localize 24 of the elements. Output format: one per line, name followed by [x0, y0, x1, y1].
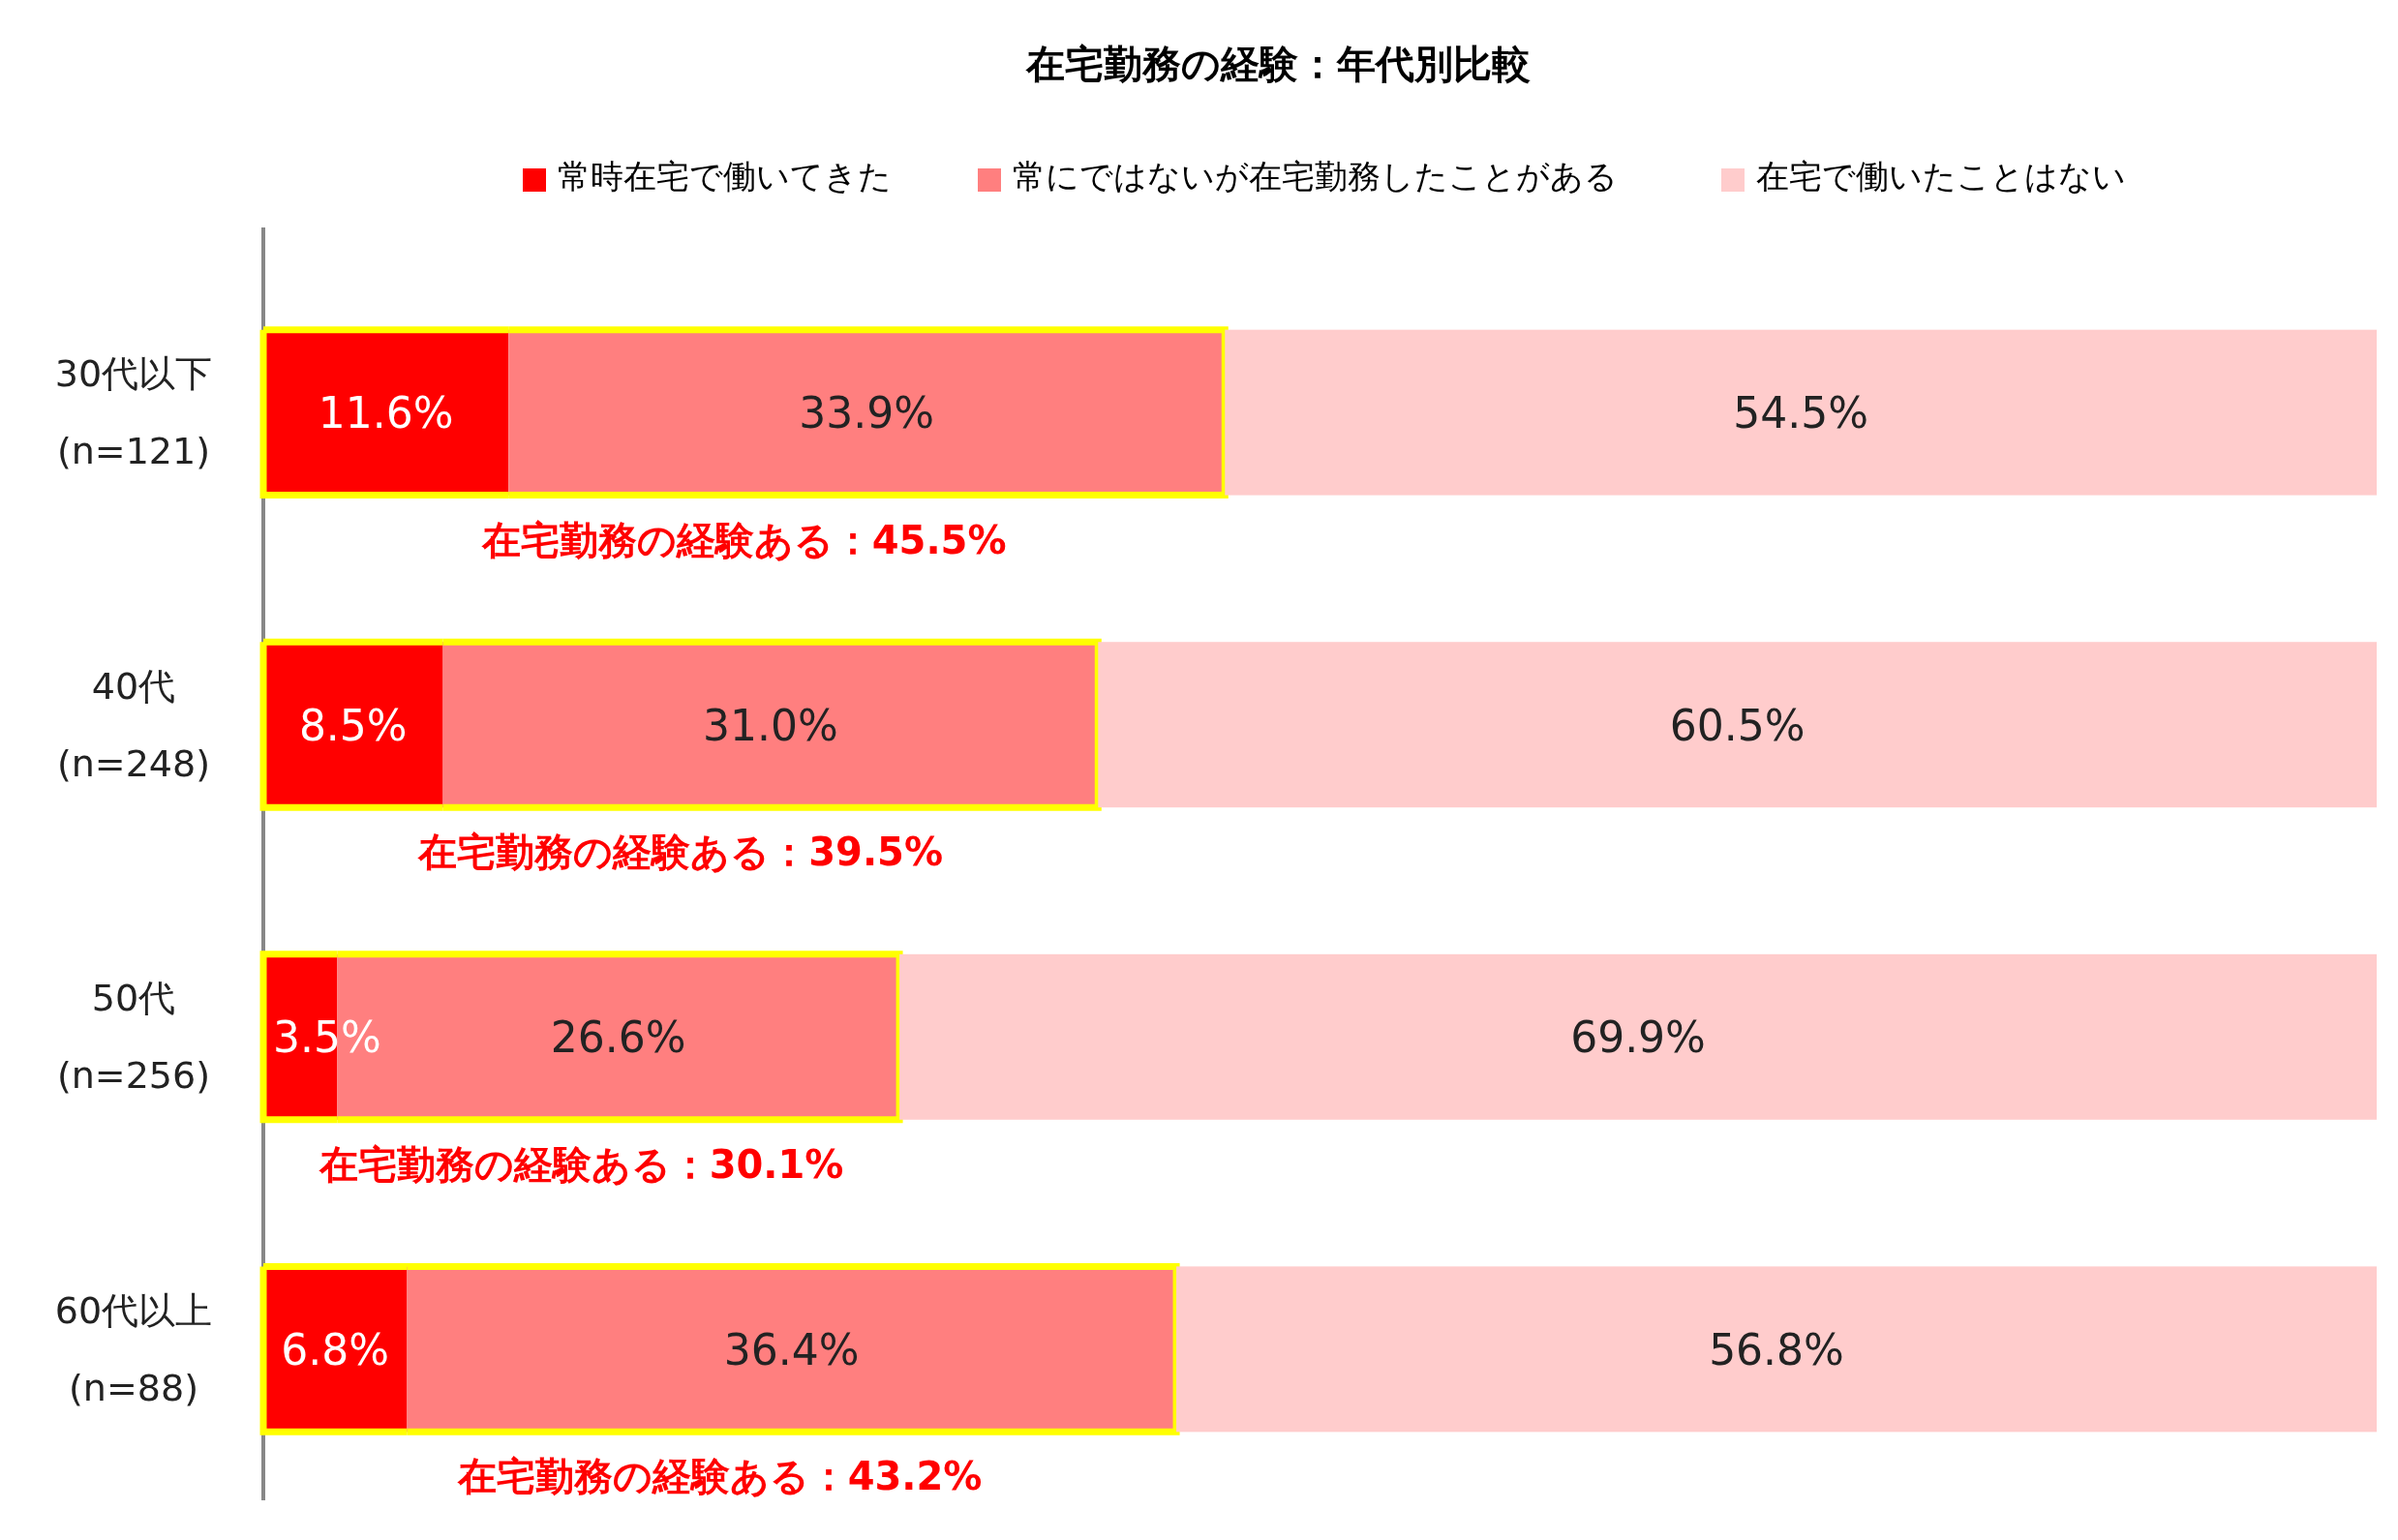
data-label: 26.6%: [550, 1012, 686, 1063]
annotation: 在宅勤務の経験ある：39.5%: [417, 830, 944, 875]
data-label: 11.6%: [318, 388, 454, 438]
annotation: 在宅勤務の経験ある：45.5%: [480, 517, 1007, 562]
y-tick-label: 50代 (n=256): [56, 977, 211, 1098]
data-label: 56.8%: [1709, 1324, 1844, 1374]
legend-label: 常にではないが在宅勤務したことがある: [1013, 157, 1618, 196]
chart-title: 在宅勤務の経験：年代別比較: [1024, 42, 1531, 86]
data-label: 31.0%: [703, 700, 838, 750]
data-label: 60.5%: [1669, 700, 1806, 750]
y-tick-label: 40代 (n=248): [56, 664, 211, 785]
data-label: 54.5%: [1733, 388, 1869, 438]
data-label: 36.4%: [723, 1324, 860, 1374]
data-label: 33.9%: [799, 388, 935, 438]
y-tick-label: 30代以下 (n=121): [54, 352, 213, 473]
y-tick-label: 60代以上 (n=88): [54, 1288, 213, 1409]
data-label: 6.8%: [281, 1324, 390, 1374]
annotation: 在宅勤務の経験ある：43.2%: [456, 1454, 983, 1499]
data-label: 3.5%: [273, 1012, 381, 1063]
annotation: 在宅勤務の経験ある：30.1%: [318, 1141, 844, 1187]
data-label: 69.9%: [1570, 1012, 1706, 1063]
legend-label: 常時在宅で働いてきた: [558, 157, 892, 196]
data-label: 8.5%: [298, 700, 408, 750]
legend-label: 在宅で働いたことはない: [1756, 157, 2126, 196]
